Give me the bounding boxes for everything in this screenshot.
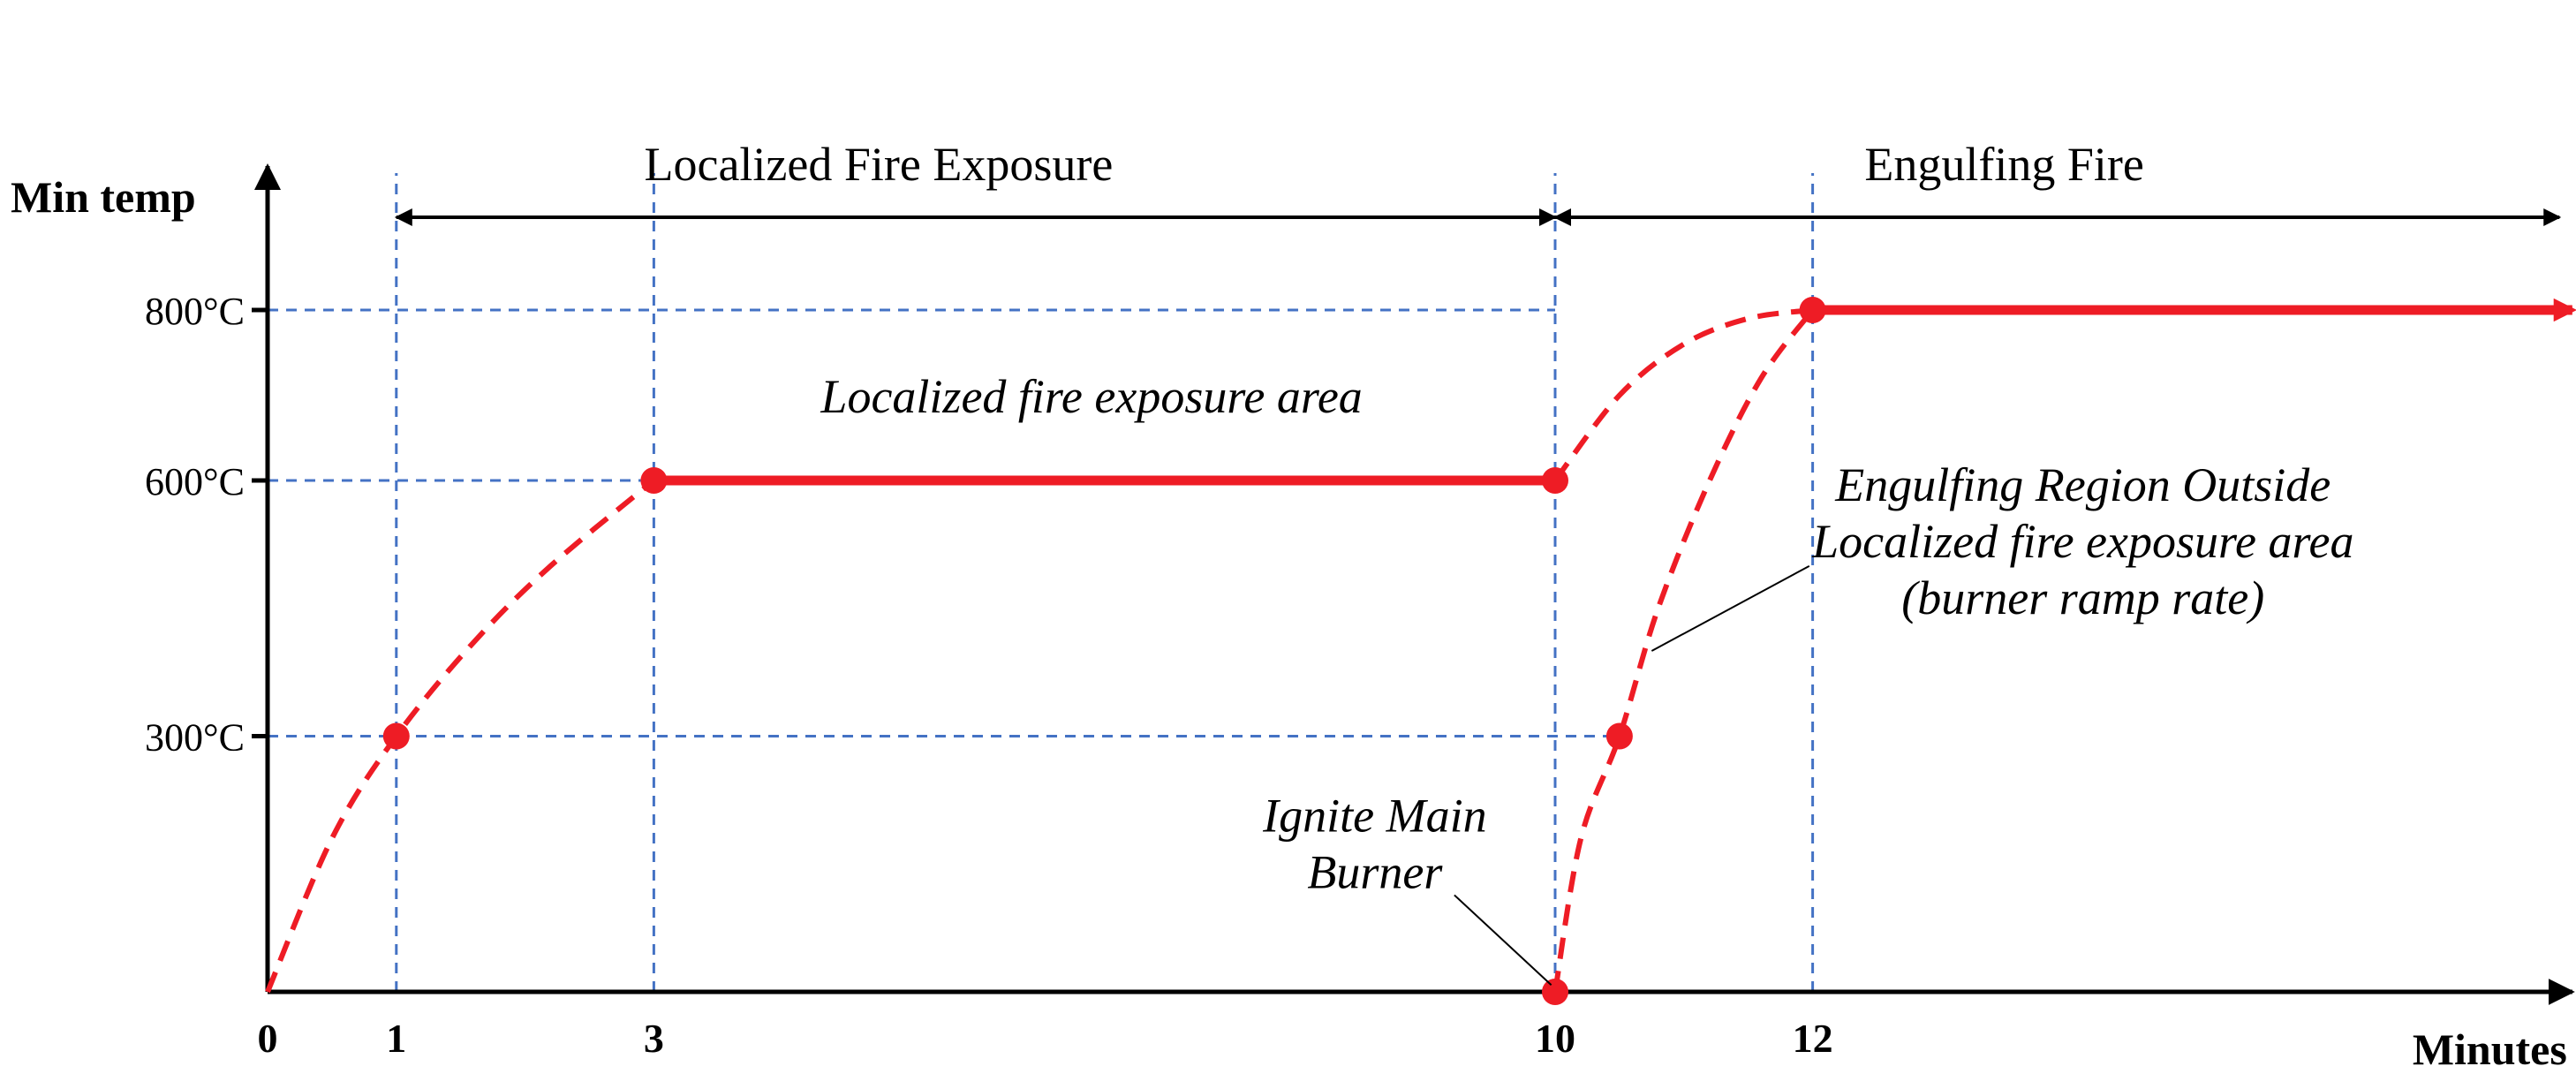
marker-engulfing-10-0 <box>1542 979 1568 1005</box>
annotation-ignite-main: Ignite Main Burner <box>1262 789 1486 898</box>
x-axis-title: Minutes <box>2413 1025 2567 1074</box>
phase-bands: Localized Fire Exposure Engulfing Fire <box>394 138 2562 226</box>
annotation-line-localized-fire-exposure-area: Localized fire exposure area <box>1811 515 2353 568</box>
x-tick-label-10: 10 <box>1535 1016 1575 1061</box>
marker-engulfing-12-800 <box>1799 297 1826 323</box>
y-tick-label-600: 600°C <box>145 460 245 503</box>
x-tick-label-3: 3 <box>644 1016 664 1061</box>
annotation-line-burner: Burner <box>1307 845 1443 898</box>
marker-engulfing-10.5-300 <box>1605 722 1633 750</box>
annotation-localized-fire-exposure-area: Localized fire exposure area <box>820 370 1362 423</box>
y-axis-title: Min temp <box>11 172 196 222</box>
marker-localized-1-300 <box>382 722 410 750</box>
annotation-line-localized-fire-exposure-area: Localized fire exposure area <box>820 370 1362 423</box>
annotation-engulfing-region-outside: Engulfing Region Outside Localized fire e… <box>1811 458 2353 624</box>
grid-lines <box>268 173 1815 992</box>
series-lines <box>265 298 2576 994</box>
y-tick-label-300: 300°C <box>145 716 245 760</box>
series-markers <box>382 297 1826 1005</box>
marker-localized-3-600 <box>640 467 668 494</box>
marker-localized-10-600 <box>1542 467 1568 494</box>
annotation-line-engulfing-region-outside: Engulfing Region Outside <box>1834 458 2330 511</box>
phase-label-localized-fire-exposure: Localized Fire Exposure <box>644 138 1113 191</box>
annotation-leader-1 <box>1651 564 1810 652</box>
annotation-leader-2 <box>1454 894 1552 987</box>
series-engulfing-ramp-from-600 <box>1552 307 1813 482</box>
series-localized-ramp <box>265 478 656 994</box>
x-tick-label-1: 1 <box>386 1016 406 1061</box>
phase-label-engulfing-fire: Engulfing Fire <box>1864 138 2143 191</box>
tick-labels: 0 1 3 10 12 300°C 600°C 800°C <box>145 290 1833 1061</box>
y-tick-label-800: 800°C <box>145 290 245 333</box>
annotation-line-ignite-main: Ignite Main <box>1262 789 1486 842</box>
x-tick-label-12: 12 <box>1793 1016 1833 1061</box>
x-tick-label-0: 0 <box>258 1016 278 1061</box>
annotation-line-burner-ramp-rate: (burner ramp rate) <box>1901 571 2264 624</box>
axes: Minutes Min temp <box>11 163 2575 1074</box>
series-engulfing-ramp-from-ignition <box>1552 308 1815 993</box>
